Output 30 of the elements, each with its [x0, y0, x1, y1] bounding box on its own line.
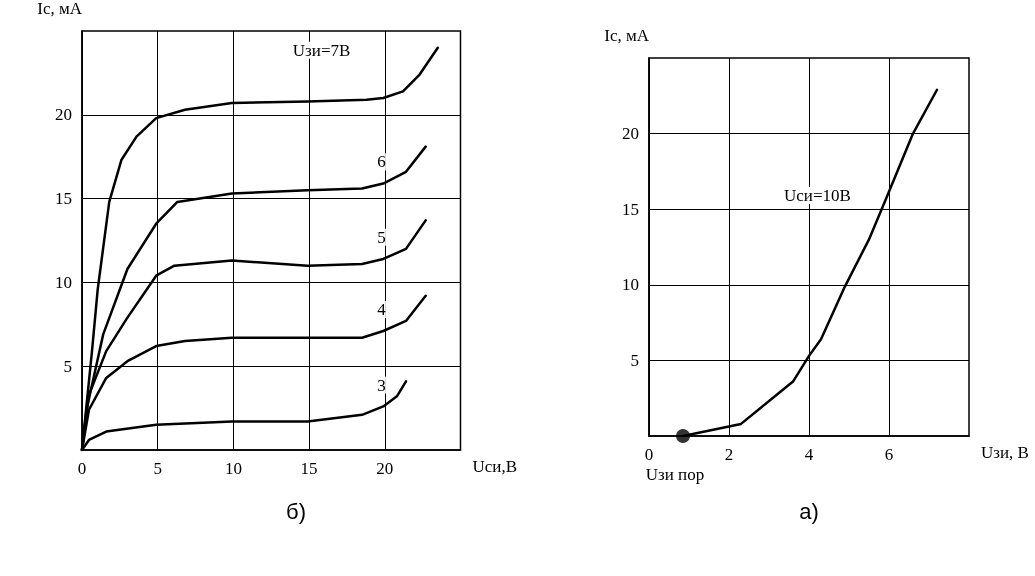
series-label: 4: [377, 300, 387, 320]
x-tick-label: 6: [884, 445, 894, 464]
y-axis-title: Ic, мА: [604, 26, 650, 45]
x-tick-label: 10: [224, 459, 242, 478]
y-tick-label: 15: [55, 189, 72, 209]
x-axis-title: Uзи, В: [981, 443, 1029, 462]
y-tick-label: 5: [630, 350, 639, 370]
x-tick-label: 5: [153, 459, 162, 478]
x-tick-label: 20: [376, 459, 394, 478]
series-label: Uси=10В: [783, 186, 851, 206]
x-tick-label: 2: [724, 445, 734, 464]
y-tick-label: 5: [63, 356, 72, 376]
x-tick-label: 15: [300, 459, 318, 478]
annotation: Uзи пор: [645, 464, 705, 484]
text: а): [799, 498, 819, 524]
y-tick-label: 20: [55, 105, 72, 125]
series-label: 6: [377, 152, 386, 172]
x-tick-label: 4: [804, 445, 814, 464]
y-tick-label: 10: [55, 272, 72, 292]
y-tick-label: 10: [622, 275, 639, 295]
text: Uзи=7В: [292, 40, 351, 60]
y-axis-title: Ic, мА: [37, 0, 83, 18]
series-label: 3: [377, 375, 386, 395]
series-label: 5: [377, 227, 386, 247]
text: б): [286, 498, 306, 524]
y-tick-label: 15: [622, 199, 639, 219]
x-tick-label: 0: [77, 459, 87, 478]
y-tick-label: 20: [622, 124, 639, 144]
x-tick-label: 0: [644, 445, 654, 464]
x-axis-title: Uси,В: [472, 457, 518, 476]
